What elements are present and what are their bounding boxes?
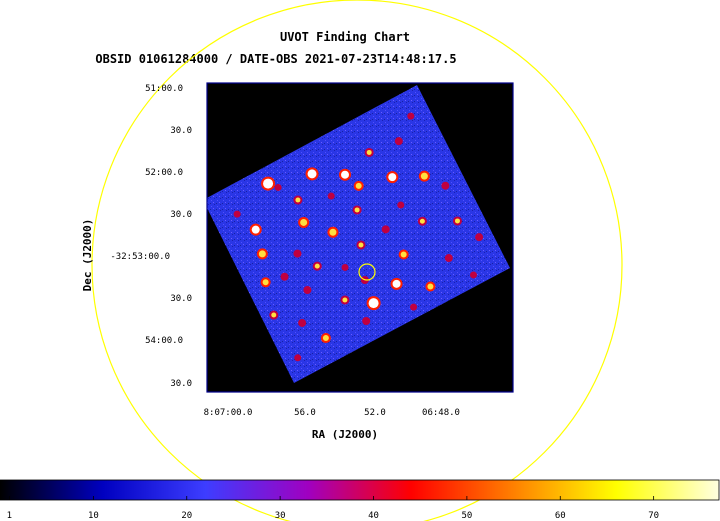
source-halo bbox=[441, 181, 450, 190]
source-point bbox=[392, 279, 401, 288]
colorbar-tick-label: 30 bbox=[275, 511, 286, 521]
x-tick-label: 56.0 bbox=[294, 408, 316, 418]
colorbar-tick-label: 10 bbox=[88, 511, 99, 521]
y-axis-label: Dec (J2000) bbox=[81, 219, 94, 292]
source-halo bbox=[294, 354, 302, 362]
colorbar-tick-label: 60 bbox=[555, 511, 566, 521]
source-point bbox=[355, 182, 362, 189]
source-point bbox=[427, 283, 434, 290]
colorbar-tick-label: 1 bbox=[7, 511, 12, 521]
source-halo bbox=[394, 137, 403, 146]
source-halo bbox=[293, 249, 302, 258]
source-halo bbox=[407, 112, 415, 120]
field-of-view-circle bbox=[91, 0, 623, 521]
image-frame bbox=[206, 82, 514, 393]
y-tick-label: 51:00.0 bbox=[145, 84, 183, 94]
source-point bbox=[454, 218, 460, 224]
source-halo bbox=[444, 254, 453, 263]
source-point bbox=[358, 242, 364, 248]
colorbar-tick-label: 20 bbox=[181, 511, 192, 521]
source-point bbox=[400, 251, 407, 258]
source-point bbox=[420, 172, 428, 180]
image-content bbox=[207, 85, 510, 383]
exposure-field bbox=[207, 85, 510, 383]
source-halo bbox=[327, 192, 335, 200]
source-point bbox=[300, 218, 308, 226]
y-tick-label: 54:00.0 bbox=[145, 336, 183, 346]
source-halo bbox=[303, 285, 312, 294]
y-tick-label: 30.0 bbox=[170, 126, 192, 136]
y-tick-label: 30.0 bbox=[170, 294, 192, 304]
source-halo bbox=[233, 210, 241, 218]
x-tick-label: 8:07:00.0 bbox=[204, 408, 253, 418]
chart-title: UVOT Finding Chart bbox=[280, 30, 410, 44]
source-point bbox=[263, 178, 274, 189]
y-axis: 51:00.0 30.0 52:00.0 30.0 -32:53:00.0 30… bbox=[110, 84, 192, 389]
source-point bbox=[314, 263, 320, 269]
source-halo bbox=[381, 225, 390, 234]
x-tick-label: 52.0 bbox=[364, 408, 386, 418]
source-halo bbox=[410, 303, 418, 311]
source-point bbox=[341, 170, 349, 179]
source-point bbox=[262, 279, 269, 286]
source-point bbox=[251, 225, 260, 234]
source-point bbox=[388, 173, 397, 182]
x-axis: 8:07:00.0 56.0 52.0 06:48.0 bbox=[204, 408, 460, 418]
source-halo bbox=[274, 183, 282, 191]
sources-layer bbox=[233, 112, 484, 362]
y-tick-label: 30.0 bbox=[170, 379, 192, 389]
source-point bbox=[295, 197, 301, 203]
source-point bbox=[342, 297, 348, 303]
source-halo bbox=[298, 318, 307, 327]
source-point bbox=[322, 335, 329, 342]
source-point bbox=[307, 169, 317, 179]
source-point bbox=[419, 218, 425, 224]
source-point bbox=[368, 298, 379, 309]
x-axis-label: RA (J2000) bbox=[312, 428, 378, 441]
source-halo bbox=[469, 271, 477, 279]
source-halo bbox=[280, 272, 289, 281]
source-halo bbox=[362, 317, 371, 325]
y-tick-label: -32:53:00.0 bbox=[110, 252, 170, 262]
source-point bbox=[329, 228, 337, 236]
source-halo bbox=[341, 263, 349, 271]
source-point bbox=[366, 149, 372, 155]
colorbar-tick-label: 70 bbox=[648, 511, 659, 521]
colorbar bbox=[0, 479, 720, 501]
chart-subtitle: OBSID 01061284000 / DATE-OBS 2021-07-23T… bbox=[95, 52, 456, 66]
source-halo bbox=[397, 201, 405, 209]
source-halo bbox=[475, 233, 484, 242]
colorbar-tick-label: 50 bbox=[461, 511, 472, 521]
source-point bbox=[354, 207, 360, 213]
source-point bbox=[258, 250, 266, 258]
target-circle bbox=[358, 263, 376, 281]
x-tick-label: 06:48.0 bbox=[422, 408, 460, 418]
colorbar-tick-label: 40 bbox=[368, 511, 379, 521]
y-tick-label: 52:00.0 bbox=[145, 168, 183, 178]
y-tick-label: 30.0 bbox=[170, 210, 192, 220]
colorbar-ticks: 1 10 20 30 40 50 60 70 bbox=[7, 496, 659, 521]
source-point bbox=[271, 312, 277, 318]
